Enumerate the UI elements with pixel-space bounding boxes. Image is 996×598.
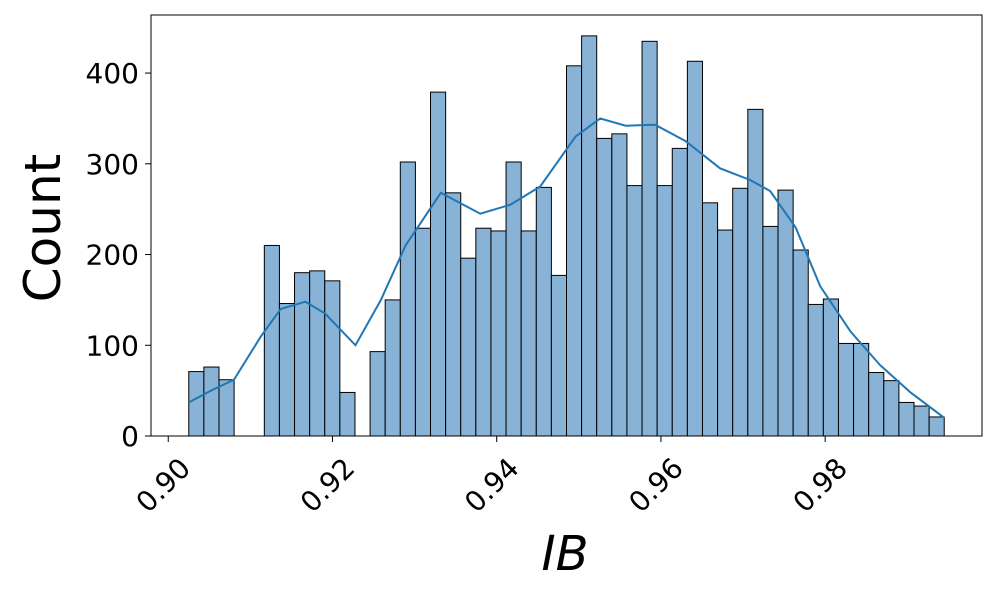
bar — [550, 274, 568, 437]
bar — [611, 133, 628, 437]
bar — [188, 371, 205, 437]
x-tick-label: 0.90 — [130, 451, 197, 518]
bar — [626, 185, 643, 437]
bar — [490, 230, 507, 437]
y-tick-label: 200 — [86, 239, 139, 272]
bar — [475, 227, 492, 437]
bar — [445, 192, 462, 437]
bar — [837, 342, 855, 437]
y-tick-label: 0 — [121, 420, 139, 453]
bar — [928, 416, 945, 437]
y-tick-label: 300 — [86, 148, 139, 181]
bar — [520, 230, 537, 437]
bar — [294, 272, 311, 437]
bar — [596, 137, 613, 437]
bar — [535, 186, 552, 437]
x-axis-label: IB — [541, 526, 588, 582]
bar — [641, 40, 658, 437]
y-tick-label: 400 — [86, 57, 139, 90]
y-axis-label: Count — [14, 154, 72, 303]
bar — [686, 60, 703, 437]
bar — [913, 405, 930, 437]
bar — [399, 161, 416, 437]
bar — [278, 303, 296, 437]
bar — [701, 202, 719, 437]
bar — [566, 65, 583, 437]
bar — [263, 244, 280, 437]
bar — [868, 371, 885, 437]
bar — [414, 227, 432, 437]
plot-frame — [150, 14, 983, 437]
bar — [203, 366, 220, 437]
bar — [762, 225, 779, 437]
x-tick-label: 0.96 — [622, 451, 689, 518]
y-tick-label: 100 — [86, 329, 139, 362]
bar — [581, 35, 598, 437]
bar — [792, 249, 809, 437]
bar — [807, 303, 824, 437]
bar — [898, 401, 915, 437]
bar — [460, 257, 477, 437]
x-tick-label: 0.94 — [458, 451, 525, 518]
bar — [218, 379, 235, 437]
bar — [883, 380, 900, 437]
bar — [822, 298, 839, 437]
bar — [656, 185, 673, 437]
kde-line — [188, 117, 945, 419]
bar — [430, 91, 447, 437]
bar — [747, 108, 764, 437]
bar — [717, 229, 734, 437]
bar — [369, 351, 386, 437]
bar — [339, 391, 356, 437]
bar — [384, 299, 401, 437]
x-tick-label: 0.92 — [294, 451, 361, 518]
bar — [777, 189, 794, 437]
bar — [324, 280, 341, 437]
bar — [732, 187, 749, 437]
bar — [309, 270, 326, 437]
bar — [853, 342, 870, 437]
x-tick-label: 0.98 — [787, 451, 854, 518]
bar — [671, 147, 688, 437]
